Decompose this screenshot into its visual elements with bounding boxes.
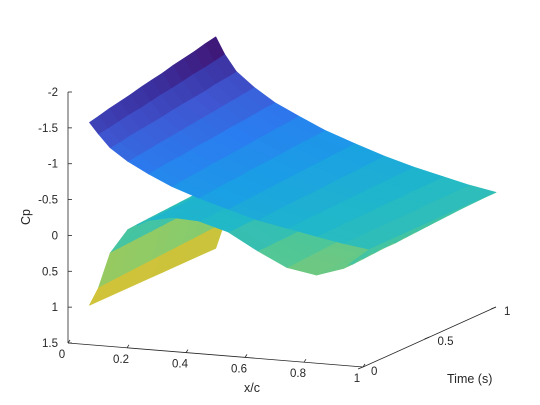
x-tick-mark [126, 344, 130, 349]
x-tick-label: 0.8 [290, 368, 306, 380]
axes-layer: -2-1.5-1-0.500.511.50 0.2 0.4 0.6 0.8 100.51 [38, 87, 510, 385]
y-tick-label: 1 [504, 306, 510, 318]
x-tick-label: 0.4 [172, 359, 189, 371]
y-axis-label: Time (s) [447, 372, 492, 386]
z-tick-label: 1 [52, 302, 58, 314]
x-axis-line [67, 342, 364, 368]
y-tick-mark [490, 306, 497, 310]
x-tick-mark [244, 354, 248, 358]
y-tick-mark [357, 366, 364, 370]
x-tick-label: 0.2 [113, 354, 129, 366]
y-tick-label: 0.5 [438, 336, 454, 348]
z-tick-label: -1 [48, 159, 58, 171]
x-tick-mark [67, 339, 71, 344]
z-axis-label: Cp [19, 209, 33, 225]
x-tick-label: 1 [354, 373, 360, 385]
y-tick-mark [424, 336, 430, 340]
z-tick-label: -1.5 [38, 123, 58, 135]
x-tick-mark [185, 349, 189, 353]
surface-layer [89, 36, 497, 306]
x-tick-label: 0 [59, 349, 65, 361]
z-tick-label: -0.5 [38, 195, 58, 207]
z-tick-label: 0 [52, 230, 58, 242]
lower-patch-0-0 [89, 282, 108, 306]
z-tick-label: 1.5 [42, 338, 58, 350]
z-tick-label: 0.5 [42, 266, 58, 278]
z-tick-label: -2 [48, 87, 58, 99]
x-tick-mark [362, 363, 366, 368]
x-tick-label: 0.6 [231, 363, 247, 375]
x-axis-label: x/c [244, 381, 260, 395]
y-tick-label: 0 [371, 366, 377, 378]
x-tick-mark [303, 358, 307, 363]
upper-patch-0-0 [89, 115, 108, 135]
